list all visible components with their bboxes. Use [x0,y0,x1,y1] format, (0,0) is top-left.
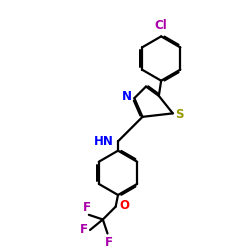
Text: F: F [83,201,91,214]
Text: Cl: Cl [155,19,168,32]
Text: F: F [80,224,88,236]
Text: S: S [176,108,184,121]
Text: N: N [122,90,132,103]
Text: F: F [105,236,113,249]
Text: HN: HN [94,135,114,148]
Text: O: O [119,199,129,212]
